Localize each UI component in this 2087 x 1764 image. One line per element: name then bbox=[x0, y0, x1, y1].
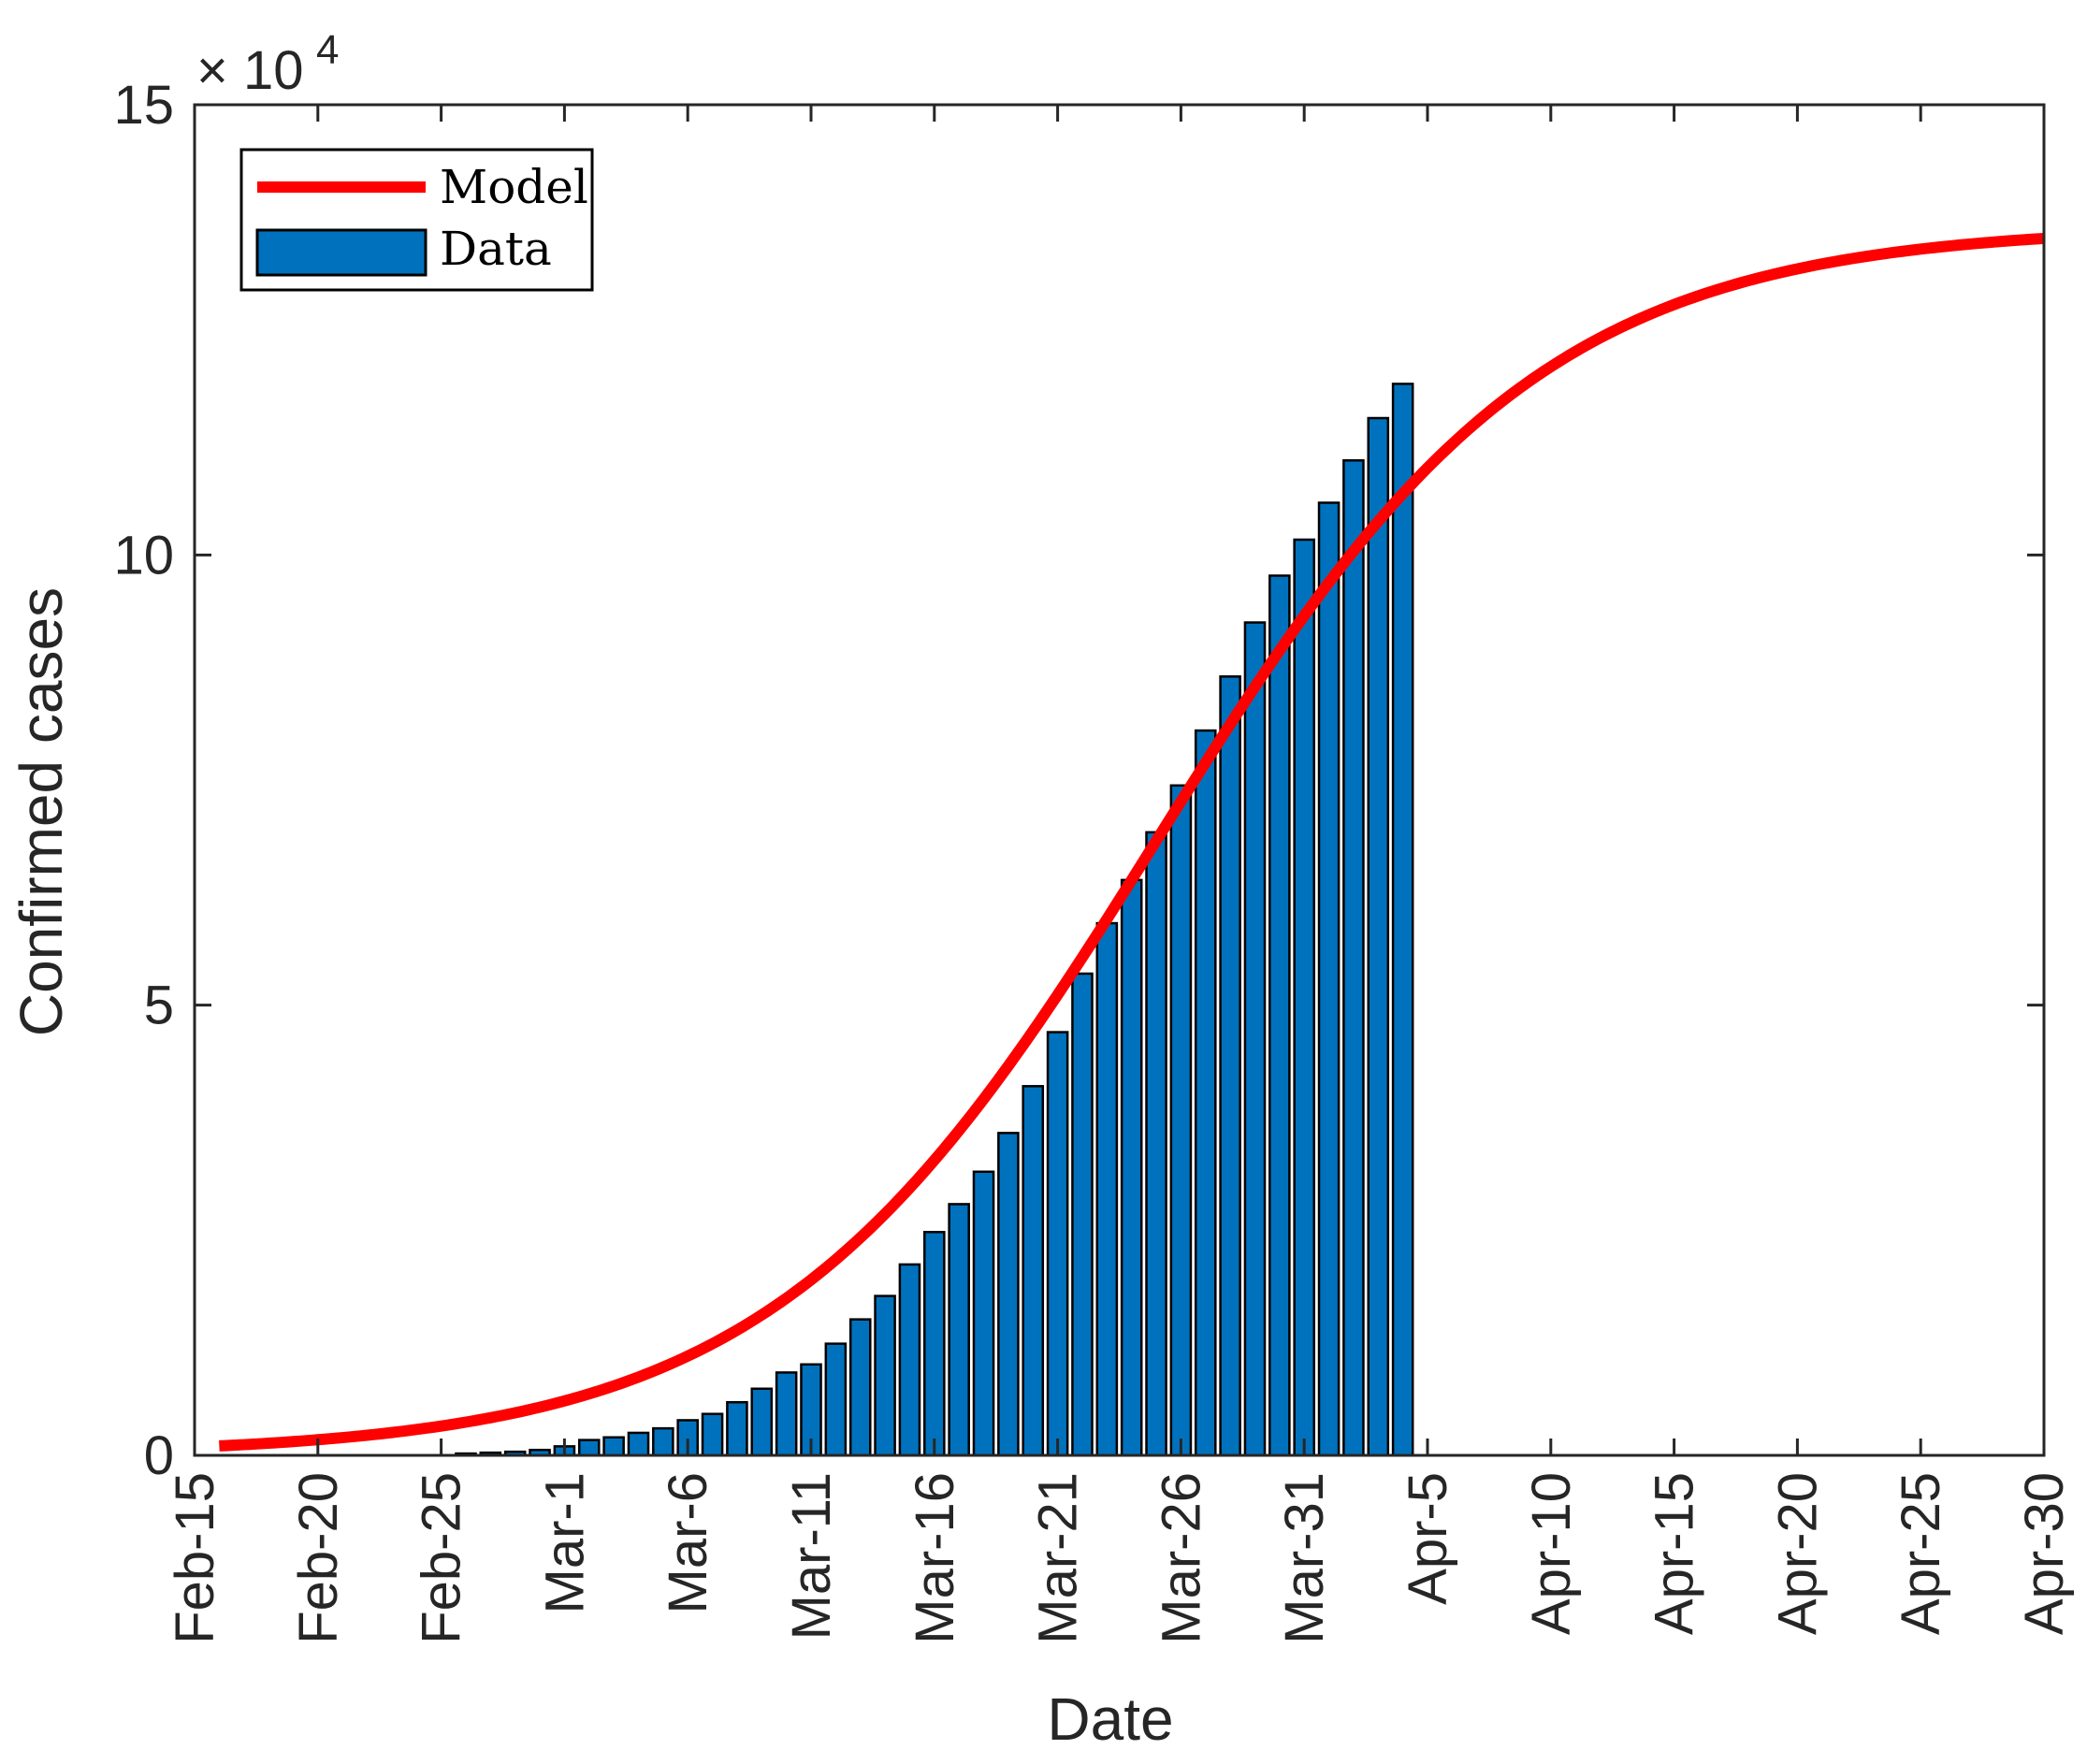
bar-Mar-16 bbox=[923, 1231, 946, 1457]
x-tick-label: Mar-21 bbox=[1028, 1472, 1089, 1644]
bar-Mar-22 bbox=[1071, 972, 1094, 1457]
bar-Mar-7 bbox=[701, 1412, 724, 1457]
bar-Mar-30 bbox=[1268, 574, 1291, 1457]
plot-frame bbox=[193, 103, 2046, 1457]
model-line bbox=[219, 232, 2045, 1452]
bars-layer bbox=[455, 383, 1414, 1457]
legend-data-label: Data bbox=[440, 222, 552, 276]
bar-Mar-27 bbox=[1194, 729, 1217, 1457]
bar-Apr-4 bbox=[1391, 383, 1414, 1457]
bar-Mar-4 bbox=[627, 1431, 650, 1457]
y-tick-label: 0 bbox=[144, 1425, 174, 1486]
x-tick-label: Apr-10 bbox=[1521, 1472, 1582, 1635]
x-axis-title: Date bbox=[1047, 1685, 1173, 1753]
bar-Mar-26 bbox=[1169, 784, 1193, 1457]
y-exponent-power: 4 bbox=[316, 27, 339, 73]
bar-Mar-10 bbox=[775, 1371, 798, 1457]
x-tick-label: Mar-6 bbox=[658, 1472, 718, 1613]
bar-Apr-3 bbox=[1367, 416, 1390, 1457]
y-axis-title: Confirmed cases bbox=[7, 587, 75, 1036]
y-tick-label: 15 bbox=[113, 75, 174, 136]
bar-Mar-14 bbox=[874, 1294, 896, 1457]
x-tick-label: Mar-1 bbox=[534, 1472, 595, 1613]
bar-Mar-24 bbox=[1120, 878, 1143, 1457]
x-tick-label: Apr-30 bbox=[2014, 1472, 2075, 1635]
bar-Apr-2 bbox=[1342, 459, 1365, 1457]
bar-Mar-3 bbox=[602, 1436, 625, 1457]
bar-Mar-25 bbox=[1145, 831, 1167, 1457]
bar-Mar-17 bbox=[948, 1203, 970, 1457]
bar-Mar-31 bbox=[1293, 538, 1316, 1457]
bar-Mar-28 bbox=[1219, 675, 1241, 1457]
y-tick-label: 5 bbox=[144, 976, 174, 1036]
legend: Model Data bbox=[239, 148, 594, 292]
bar-Mar-15 bbox=[898, 1263, 921, 1457]
bar-Mar-29 bbox=[1243, 621, 1267, 1457]
bar-Mar-18 bbox=[972, 1170, 995, 1457]
bar-Mar-12 bbox=[824, 1342, 848, 1457]
bar-Mar-20 bbox=[1022, 1085, 1045, 1457]
x-tick-label: Feb-25 bbox=[412, 1472, 472, 1644]
bar-Mar-2 bbox=[577, 1439, 601, 1457]
ticks-layer bbox=[193, 103, 2046, 1457]
legend-model-label: Model bbox=[440, 160, 588, 214]
x-tick-label: Apr-25 bbox=[1891, 1472, 1951, 1635]
y-exponent-label: × 10 bbox=[196, 40, 304, 101]
x-tick-labels: Feb-15 Feb-20 Feb-25 Mar-1 Mar-6 Mar-11 Mar-16… bbox=[165, 1472, 2075, 1644]
bar-Mar-23 bbox=[1095, 921, 1119, 1457]
x-tick-label: Apr-15 bbox=[1645, 1472, 1705, 1635]
y-tick-labels: 0 5 10 15 bbox=[113, 75, 174, 1486]
x-tick-label: Apr-5 bbox=[1398, 1472, 1458, 1605]
bar-Mar-13 bbox=[848, 1318, 872, 1457]
x-tick-label: Apr-20 bbox=[1767, 1472, 1828, 1635]
x-tick-label: Mar-31 bbox=[1274, 1472, 1335, 1644]
x-tick-label: Mar-26 bbox=[1151, 1472, 1211, 1644]
x-tick-label: Mar-16 bbox=[905, 1472, 965, 1644]
bar-Mar-9 bbox=[750, 1387, 774, 1457]
bar-Mar-5 bbox=[652, 1426, 674, 1457]
x-tick-label: Mar-11 bbox=[781, 1472, 842, 1640]
x-tick-label: Feb-15 bbox=[165, 1472, 225, 1644]
bar-Mar-21 bbox=[1046, 1031, 1069, 1457]
y-tick-label: 10 bbox=[113, 525, 174, 586]
legend-data-swatch bbox=[255, 228, 428, 277]
bar-Mar-8 bbox=[726, 1400, 748, 1457]
bar-Mar-19 bbox=[997, 1132, 1020, 1457]
bar-Apr-1 bbox=[1317, 501, 1341, 1457]
x-tick-label: Feb-20 bbox=[288, 1472, 349, 1644]
